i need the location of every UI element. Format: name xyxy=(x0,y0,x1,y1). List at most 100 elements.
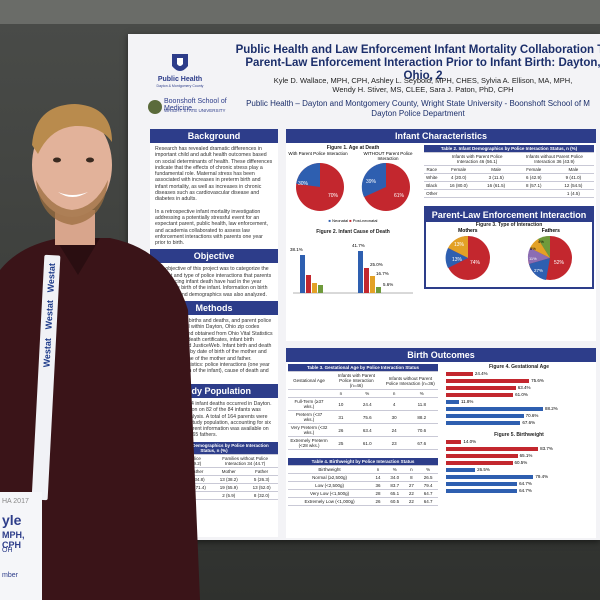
table-3-sub: % xyxy=(351,389,383,398)
boonshoft-logo: Boonshoft School of Medicine WRIGHT STAT… xyxy=(148,96,238,118)
bar xyxy=(312,283,317,293)
figure-3-pies: 13% 74% 13% 4% 8% 11% 27% 52% xyxy=(445,235,572,280)
bar-label: 65.1% xyxy=(519,453,533,458)
pie-label: 52% xyxy=(554,260,565,266)
bar-label: 88.2% xyxy=(545,406,558,411)
bar xyxy=(446,420,521,425)
table-cell: 16 (80.0) xyxy=(439,181,478,190)
bar-label: 60.5% xyxy=(514,460,528,465)
poster-title: Public Health and Law Enforcement Infant… xyxy=(233,44,600,83)
poster-affiliation: Public Health – Dayton and Montgomery Co… xyxy=(238,99,598,119)
table-cell xyxy=(181,491,213,500)
table-row: Very Low (<1,500g) 28 65.1 22 64.7 xyxy=(288,489,438,498)
table-cell: 63.4 xyxy=(351,423,383,437)
table-cell: 79.4 xyxy=(418,481,438,490)
fig1-left-label: With Parent Police Interaction xyxy=(288,151,348,156)
table-cell: 24 xyxy=(382,423,406,437)
table-cell xyxy=(439,189,478,198)
table-row: Extremely Low (<1,000g) 26 60.5 22 64.7 xyxy=(288,497,438,506)
bar-label: 24.4% xyxy=(474,371,488,376)
lanyard-text: Westat xyxy=(45,262,57,293)
badge-event: HA 2017 xyxy=(2,498,29,505)
table-cell: 64.7 xyxy=(418,489,438,498)
table-cell: 20 (71.4) xyxy=(181,483,213,492)
figure-5-title: Figure 5. Birthweight xyxy=(494,432,544,438)
bar-label: 61.0% xyxy=(515,392,528,397)
table-cell: 8 xyxy=(404,473,419,482)
table-row: Very Preterm (<32 wks.) 26 63.4 24 70.6 xyxy=(288,423,438,437)
figure-4-bars: 24.4% 75.6% 63.4% 61.0% 11.8% 88.2% 70.6% 67.6% xyxy=(446,370,592,426)
bar xyxy=(446,378,530,383)
table-cell: 67.6 xyxy=(405,436,438,450)
table-cell: Very Preterm (<32 wks.) xyxy=(288,423,331,437)
table-2-sub: Female xyxy=(439,165,478,174)
bar-row: 26.5% xyxy=(446,466,592,473)
title-line-1: Public Health and Law Enforcement Infant… xyxy=(235,44,600,56)
table-row: Full-Term (≥37 wks.) 10 24.4 4 11.8 xyxy=(288,397,438,411)
table-row: Normal (≥2,500g) 14 34.0 8 26.5 xyxy=(288,473,438,482)
background-heading: Background xyxy=(150,129,278,143)
bar-row: 65.1% xyxy=(446,452,592,459)
pie-label: 4% xyxy=(538,239,544,244)
bar xyxy=(446,392,514,397)
bar-row: 11.8% xyxy=(446,398,592,405)
pie-label: 61% xyxy=(394,193,405,199)
bar xyxy=(446,481,518,486)
bar-row: 64.7% xyxy=(446,487,592,494)
table-2-sub: Male xyxy=(552,165,594,174)
table-cell: 22 xyxy=(404,497,419,506)
affiliation-line-2: Dayton Police Department xyxy=(371,109,465,118)
table-cell: 83.7 xyxy=(384,481,405,490)
table-cell: 9 (41.0) xyxy=(552,173,594,182)
table-row: Birthweight n% n% xyxy=(288,465,438,474)
authors-line-1: Kyle D. Wallace, MPH, CPH, Ashley L. Sey… xyxy=(273,76,573,85)
bar-row: 24.4% xyxy=(446,370,592,377)
bar xyxy=(446,460,513,465)
table-cell: 2 (5.9) xyxy=(212,491,246,500)
bar-row: 88.2% xyxy=(446,405,592,412)
table-cell: n xyxy=(371,465,385,474)
table-cell: 3 (11.5) xyxy=(477,173,515,182)
table-cell: 8 (57.1) xyxy=(514,181,553,190)
table-cell: Very Low (<1,500g) xyxy=(288,489,372,498)
pie-label: 13% xyxy=(454,242,465,248)
table-cell: 31 xyxy=(330,410,352,424)
table-3-title: Table 3. Gestational Age by Police Inter… xyxy=(288,364,438,372)
table-cell: n xyxy=(404,465,419,474)
table-cell: 10 xyxy=(330,397,352,411)
table-cell: Extremely Low (<1,000g) xyxy=(288,497,372,506)
table-cell: 5 (26.3) xyxy=(245,475,278,484)
badge-member: mber xyxy=(2,572,18,579)
badge-name: yle xyxy=(2,512,22,528)
table-2-col2: Infants without Parent Police Interactio… xyxy=(514,152,594,166)
mothers-label: Mothers xyxy=(458,228,478,234)
bar-row: 60.5% xyxy=(446,459,592,466)
bar-row: 70.6% xyxy=(446,412,592,419)
bar xyxy=(306,275,311,293)
table-cell: 34.0 xyxy=(384,473,405,482)
logo1-text: Public Health xyxy=(157,76,203,83)
table-cell: 30 xyxy=(382,410,406,424)
fig1-right-label: WITHOUT Parent Police Interaction xyxy=(363,151,413,161)
figure-1-title: Figure 1. Age at Death xyxy=(326,145,380,151)
table-cell: % xyxy=(384,465,405,474)
table-row: White 4 (20.0) 3 (11.5) 6 (42.9) 9 (41.0… xyxy=(424,173,594,182)
table-cell: 28 xyxy=(371,489,385,498)
table-cell: 8 (32.0) xyxy=(245,491,278,500)
table-cell: Preterm (<37 wks.) xyxy=(288,410,331,424)
table-cell: White xyxy=(424,173,440,182)
infant-characteristics-heading: Infant Characteristics xyxy=(286,129,596,143)
bar-label: 75.6% xyxy=(531,378,544,383)
bar-label: 41.7% xyxy=(352,243,365,248)
table-cell: 27 xyxy=(404,481,419,490)
table-cell: Normal (≥2,500g) xyxy=(288,473,372,482)
table-cell: 13 (38.2) xyxy=(212,475,246,484)
table-2-sub: Female xyxy=(514,165,553,174)
ceiling-strip xyxy=(0,0,600,24)
legend-neonatal: Neonatal xyxy=(332,218,349,223)
table-3-header: Infants without Parent Police Interactio… xyxy=(382,371,438,390)
bar xyxy=(446,453,518,458)
table-4: Table 4. Birthweight by Police Interacti… xyxy=(288,458,438,506)
birth-outcomes-heading: Birth Outcomes xyxy=(286,348,596,362)
pie-label: 39% xyxy=(366,179,377,185)
